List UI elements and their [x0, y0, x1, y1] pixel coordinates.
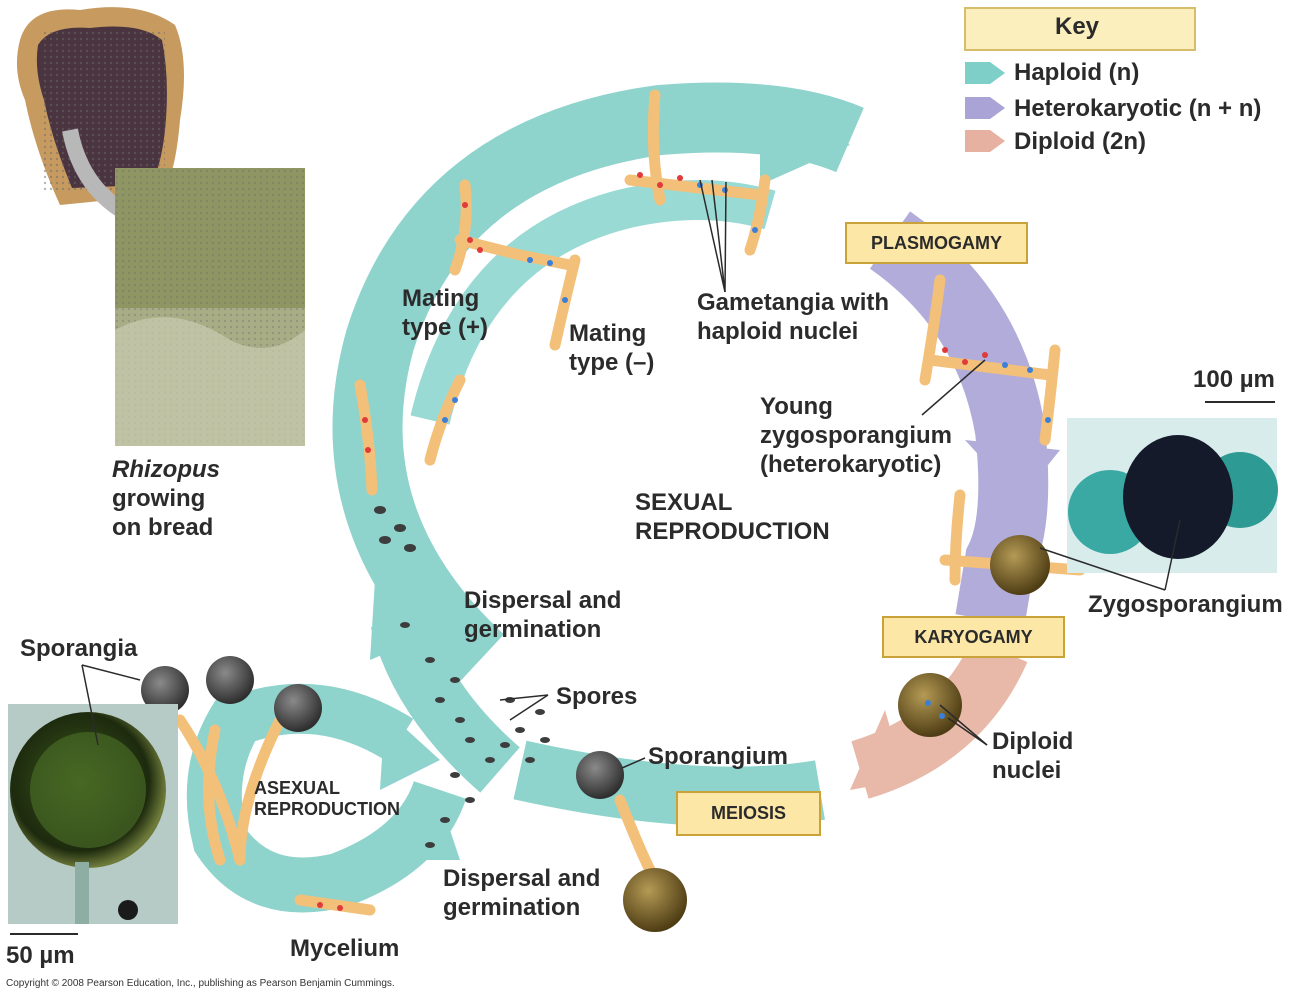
rhizopus-caption: Rhizopus growing on bread — [112, 456, 220, 541]
scale-label-50um: 50 µm — [6, 942, 75, 969]
asexual-loop — [186, 682, 467, 913]
haploid-nuclei-plus — [317, 172, 988, 911]
key-swatch-haploid — [965, 62, 1005, 84]
haploid-arc — [332, 82, 864, 686]
sexual-reproduction-label: SEXUAL REPRODUCTION — [635, 489, 830, 545]
zygosporangia — [623, 535, 1050, 932]
mating-type-plus-label: Mating type (+) — [402, 285, 489, 341]
meiosis-box: MEIOSIS — [676, 791, 821, 836]
zygosporangium-micrograph — [1067, 418, 1278, 573]
sporangium-label: Sporangium — [648, 743, 789, 770]
key-box — [964, 7, 1196, 51]
key-label-haploid: Haploid (n) — [1014, 59, 1140, 86]
diploid-nuclei-label: Diploid nuclei — [992, 728, 1074, 784]
key-swatch-heterokaryotic — [965, 97, 1005, 119]
mold-photo — [115, 168, 305, 446]
dispersal-bottom-label: Dispersal and germination — [443, 865, 601, 921]
key-swatch-diploid — [965, 130, 1005, 152]
mycelium-label: Mycelium — [290, 935, 400, 962]
bread-image — [16, 7, 185, 206]
scale-label-100um: 100 µm — [1193, 366, 1275, 393]
mating-type-minus-label: Mating type (–) — [569, 320, 655, 376]
sporangia-label: Sporangia — [20, 635, 138, 662]
haploid-nuclei-minus — [442, 182, 1051, 423]
key-label-heterokaryotic: Heterokaryotic (n + n) — [1014, 95, 1262, 122]
plasmogamy-box: PLASMOGAMY — [845, 222, 1028, 264]
sporangium-micrograph — [8, 704, 178, 924]
zygosporangium-label: Zygosporangium — [1088, 591, 1283, 618]
karyogamy-box: KARYOGAMY — [882, 616, 1065, 658]
copyright-notice: Copyright © 2008 Pearson Education, Inc.… — [6, 978, 395, 989]
spores-label: Spores — [556, 683, 638, 710]
gametangia-label: Gametangia with haploid nuclei — [697, 289, 890, 345]
asexual-reproduction-label: ASEXUAL REPRODUCTION — [254, 778, 401, 819]
pointer-lines — [81, 179, 1181, 769]
sporangia — [141, 656, 624, 799]
young-zygosporangium-label: Young zygosporangium (heterokaryotic) — [760, 393, 953, 478]
key-label-diploid: Diploid (2n) — [1014, 128, 1146, 155]
spores-scatter — [374, 506, 550, 848]
dispersal-top-label: Dispersal and germination — [464, 587, 622, 643]
key-title: Key — [1055, 13, 1100, 40]
